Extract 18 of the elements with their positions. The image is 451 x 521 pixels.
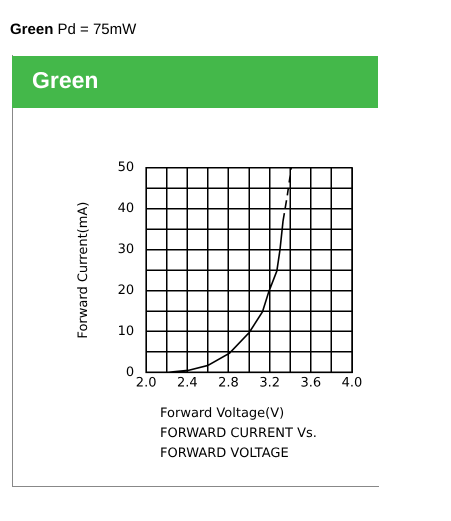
chart-subtitle: Green: [12, 56, 378, 108]
x-tick-label: 4.0: [342, 376, 362, 391]
x-tick-label: 3.2: [259, 376, 280, 391]
y-tick-label: 20: [118, 282, 134, 298]
x-axis-title: Forward Voltage(V): [160, 405, 286, 423]
x-tick-label: 3.6: [300, 376, 322, 391]
y-tick-label: 40: [118, 201, 134, 216]
text: FORWARD VOLTAGE: [160, 445, 290, 463]
x-tick-label: 2.4: [176, 376, 198, 391]
y-tick-label: 10: [118, 324, 134, 339]
text: FORWARD CURRENT Vs.: [160, 425, 317, 443]
y-axis-title: Forward Current(mA): [76, 202, 92, 339]
x-tick-label: 2.8: [218, 376, 239, 391]
y-tick-label: 0: [126, 364, 134, 380]
chart-title: Green Pd = 75mW: [10, 21, 136, 38]
y-tick-label: 50: [118, 160, 134, 176]
x-tick-label: 2.0: [136, 376, 156, 391]
y-tick-label: 30: [118, 242, 134, 258]
